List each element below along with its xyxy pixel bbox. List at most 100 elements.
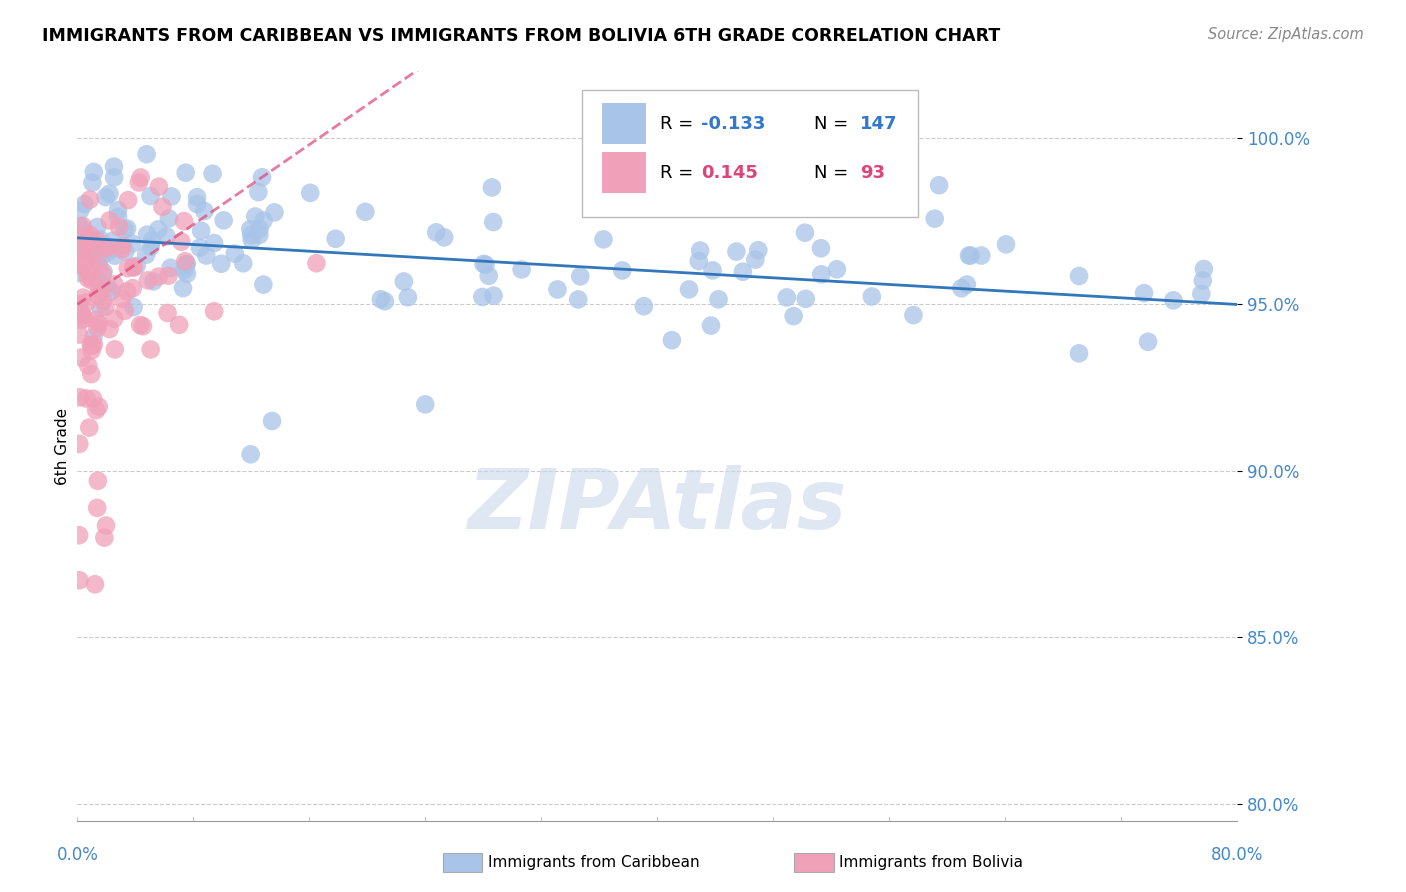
Point bbox=[104, 249, 127, 263]
Point bbox=[569, 269, 592, 284]
Point bbox=[472, 257, 495, 271]
Point bbox=[104, 343, 127, 357]
Point bbox=[97, 244, 120, 259]
Point bbox=[471, 290, 494, 304]
Point bbox=[392, 275, 415, 289]
Point bbox=[83, 330, 105, 344]
Point bbox=[108, 219, 131, 234]
Point bbox=[73, 197, 96, 211]
Point bbox=[170, 235, 193, 249]
Point bbox=[89, 282, 111, 296]
Point bbox=[176, 257, 198, 271]
Point bbox=[202, 304, 225, 318]
Point bbox=[209, 257, 232, 271]
Point bbox=[433, 230, 456, 244]
Point bbox=[132, 319, 155, 334]
Point bbox=[114, 303, 136, 318]
Point bbox=[84, 312, 107, 326]
Point bbox=[425, 225, 447, 239]
Point bbox=[80, 339, 103, 353]
Point bbox=[700, 318, 723, 333]
Point bbox=[139, 189, 162, 203]
Point bbox=[69, 573, 91, 587]
Text: R =: R = bbox=[659, 163, 699, 181]
Point bbox=[98, 186, 121, 201]
Point bbox=[903, 308, 925, 322]
Point bbox=[825, 262, 848, 277]
Point bbox=[87, 288, 110, 302]
Point bbox=[79, 420, 101, 434]
Point bbox=[69, 219, 91, 234]
Point bbox=[731, 265, 754, 279]
Text: N =: N = bbox=[814, 115, 853, 133]
Point bbox=[67, 528, 90, 542]
Point bbox=[152, 200, 174, 214]
Point bbox=[413, 397, 436, 411]
Point bbox=[325, 232, 347, 246]
Point bbox=[115, 285, 138, 299]
Point bbox=[77, 271, 100, 285]
Point bbox=[135, 248, 157, 262]
Point bbox=[157, 268, 180, 283]
Point bbox=[924, 211, 946, 226]
Point bbox=[76, 295, 98, 310]
Point bbox=[139, 343, 162, 357]
Point bbox=[612, 263, 634, 277]
Point bbox=[245, 210, 267, 224]
Point bbox=[91, 267, 114, 281]
Point bbox=[87, 400, 110, 414]
Point bbox=[190, 224, 212, 238]
Point bbox=[75, 392, 97, 406]
Point bbox=[474, 258, 496, 272]
Point bbox=[725, 244, 748, 259]
Point bbox=[98, 322, 121, 336]
Point bbox=[567, 293, 589, 307]
Point bbox=[782, 309, 804, 323]
Point bbox=[107, 210, 129, 224]
Point bbox=[128, 176, 150, 190]
Point bbox=[747, 244, 769, 258]
Point bbox=[810, 268, 832, 282]
Point bbox=[115, 221, 138, 235]
Point bbox=[156, 306, 179, 320]
Point bbox=[83, 337, 105, 351]
Point bbox=[86, 234, 108, 248]
Point bbox=[117, 261, 139, 276]
Point bbox=[97, 281, 120, 295]
Point bbox=[72, 219, 94, 233]
Point bbox=[77, 230, 100, 244]
Point bbox=[263, 205, 285, 219]
Point bbox=[121, 281, 143, 295]
Point bbox=[80, 337, 103, 351]
Point bbox=[354, 204, 377, 219]
Point bbox=[98, 213, 121, 227]
Point bbox=[249, 222, 271, 236]
Point bbox=[201, 167, 224, 181]
Point bbox=[547, 283, 569, 297]
Point bbox=[69, 390, 91, 404]
Point bbox=[174, 166, 197, 180]
Point bbox=[174, 258, 197, 272]
Point bbox=[89, 232, 111, 246]
Text: 93: 93 bbox=[860, 163, 886, 181]
Point bbox=[94, 238, 117, 252]
Point bbox=[83, 245, 105, 260]
Point bbox=[950, 281, 973, 295]
Y-axis label: 6th Grade: 6th Grade bbox=[55, 408, 70, 484]
Point bbox=[69, 258, 91, 272]
Point bbox=[72, 242, 94, 256]
Point bbox=[87, 252, 110, 267]
Point bbox=[481, 180, 503, 194]
Point bbox=[101, 234, 124, 248]
Point bbox=[73, 246, 96, 260]
Point bbox=[707, 293, 730, 307]
Text: 0.0%: 0.0% bbox=[56, 846, 98, 863]
Point bbox=[1163, 293, 1185, 308]
Point bbox=[67, 228, 90, 243]
Point bbox=[176, 267, 198, 281]
Point bbox=[69, 219, 91, 234]
Point bbox=[250, 170, 273, 185]
Point bbox=[90, 283, 112, 297]
Point bbox=[69, 308, 91, 322]
Point bbox=[79, 227, 101, 242]
